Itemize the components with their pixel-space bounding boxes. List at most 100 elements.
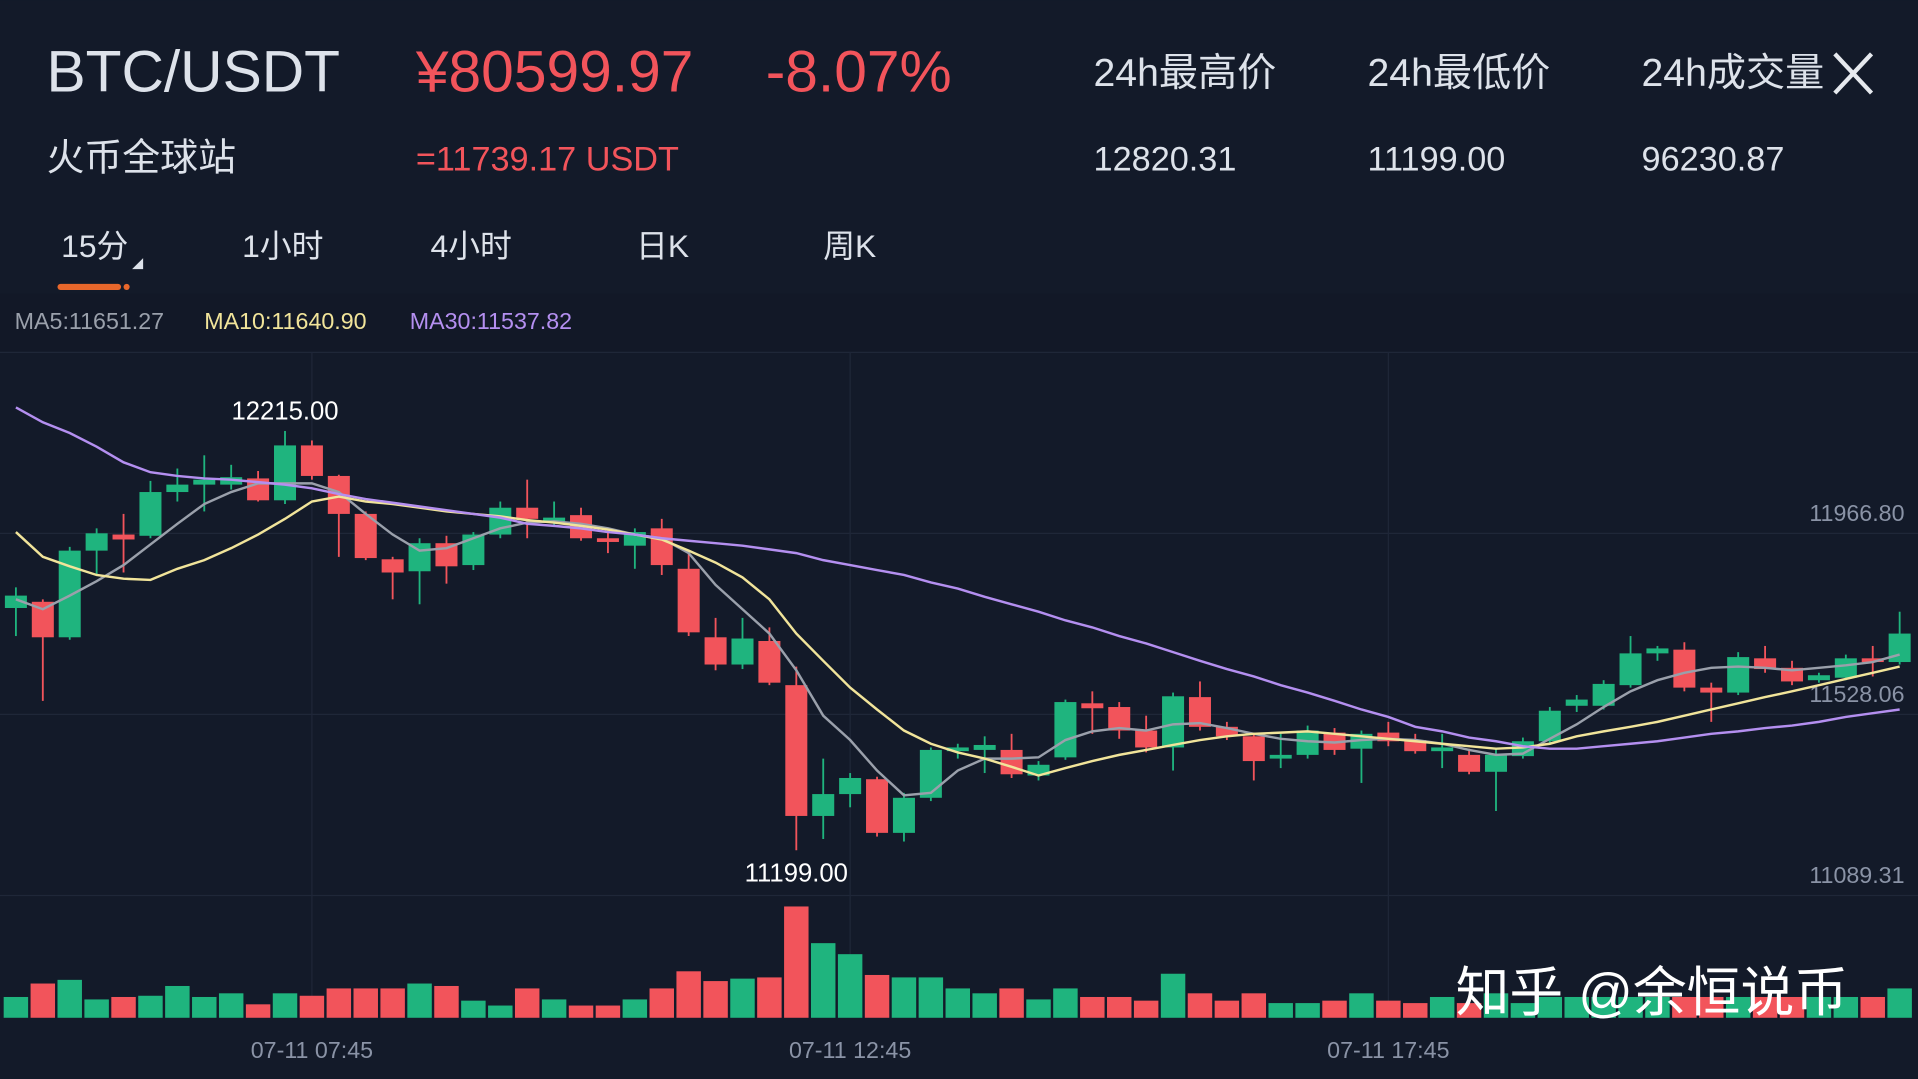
legend-entry: MA10:11640.90 [204,308,366,334]
volume-bar [595,1005,621,1018]
volume-bar [837,954,863,1018]
stat-label: 24h最低价 [1368,52,1551,95]
volume-bar [272,993,298,1018]
candle-body [1431,747,1454,752]
candle-body [812,794,835,816]
volume-bar [541,999,567,1018]
stat-label: 24h最高价 [1094,52,1277,95]
candle-body [1215,726,1238,737]
volume-bar [3,996,29,1018]
candle-body [1754,658,1777,670]
candle-body [1700,687,1723,693]
candle-body [892,797,915,833]
candle-body [1054,702,1077,758]
legend-entry: MA5:11651.27 [15,308,164,334]
volume-bar [1456,1003,1482,1018]
candle-body [381,559,404,573]
volume-bar [111,996,136,1018]
volume-bar [891,977,917,1018]
tab-underline [57,283,122,290]
volume-bar [1080,996,1105,1018]
candle-body [1377,732,1400,742]
candle-body [1484,754,1507,772]
candle-body [31,601,54,638]
ma-line [15,482,1900,797]
candle-body [1781,667,1804,682]
legend-entry: MA30:11537.82 [410,308,572,334]
volume-bar [1268,1003,1293,1018]
stat-value: 11199.00 [1368,141,1506,179]
candle-body [85,533,108,551]
tab[interactable]: 15分 [61,228,128,264]
volume-bar [1564,996,1589,1018]
volume-bar [784,906,809,1018]
volume-bar [1779,996,1805,1018]
candle-body [300,445,323,476]
close-icon[interactable] [1833,52,1874,95]
volume-bar [1429,996,1455,1018]
volume-bar [649,988,674,1018]
candle-body [1861,658,1884,663]
candle-body [166,484,189,493]
stat-value: 96230.87 [1642,141,1785,179]
candle-body [1619,653,1642,686]
candle-body [462,534,485,566]
candle-body [112,534,135,540]
candle-body [1323,732,1346,750]
candle-body [1646,648,1669,654]
volume-bar [514,988,540,1018]
tab[interactable]: 周K [823,228,876,264]
candle-body [516,507,539,519]
volume-bar [1860,996,1885,1018]
volume-bar [326,988,352,1018]
candle-body [677,568,700,633]
high-label: 12215.00 [231,397,338,425]
volume-bar [1645,996,1670,1018]
volume-bar [1322,1000,1347,1018]
candle-body [919,749,942,798]
volume-bar [1026,999,1051,1018]
volume-bar [1053,988,1078,1018]
volume-bar [30,983,56,1018]
volume-bar [1349,993,1374,1018]
volume-bar [1887,988,1912,1018]
volume-bar [1241,993,1267,1018]
volume-bar [918,977,944,1018]
tab[interactable]: 1小时 [242,228,323,264]
candle-body [1807,675,1830,681]
candle-body [354,513,377,559]
volume-bar [999,988,1024,1018]
volume-bar [676,971,701,1018]
volume-bar [1618,996,1643,1018]
volume-bar [703,981,728,1018]
volume-bar [568,1005,594,1018]
volume-bar [57,979,82,1018]
volume-bar [1295,1003,1320,1018]
volume-bar [165,985,190,1018]
candle-body [1269,754,1292,759]
candle-body [1538,710,1561,742]
volume-bar [1160,973,1186,1018]
volume-bar [1537,996,1563,1018]
exchange: 火币全球站 [46,137,236,179]
volume-bar [434,985,459,1018]
candle-body [758,640,781,683]
volume-bar [1376,1000,1401,1018]
tab[interactable]: 日K [636,228,689,264]
y-tick-label: 11966.80 [1809,500,1904,526]
candle-body [1162,696,1185,748]
volume-bar [1806,996,1832,1018]
close-button[interactable] [1833,52,1874,95]
volume-bar [1107,996,1132,1018]
candle-body [596,538,619,542]
legend-band [0,293,1918,353]
tab[interactable]: 4小时 [431,228,512,264]
volume-bar [972,993,997,1018]
candle-body [193,479,216,485]
change: -8.07% [766,39,952,104]
candle-body [1458,754,1481,772]
volume-bar [461,1000,486,1018]
candle-body [650,528,673,566]
